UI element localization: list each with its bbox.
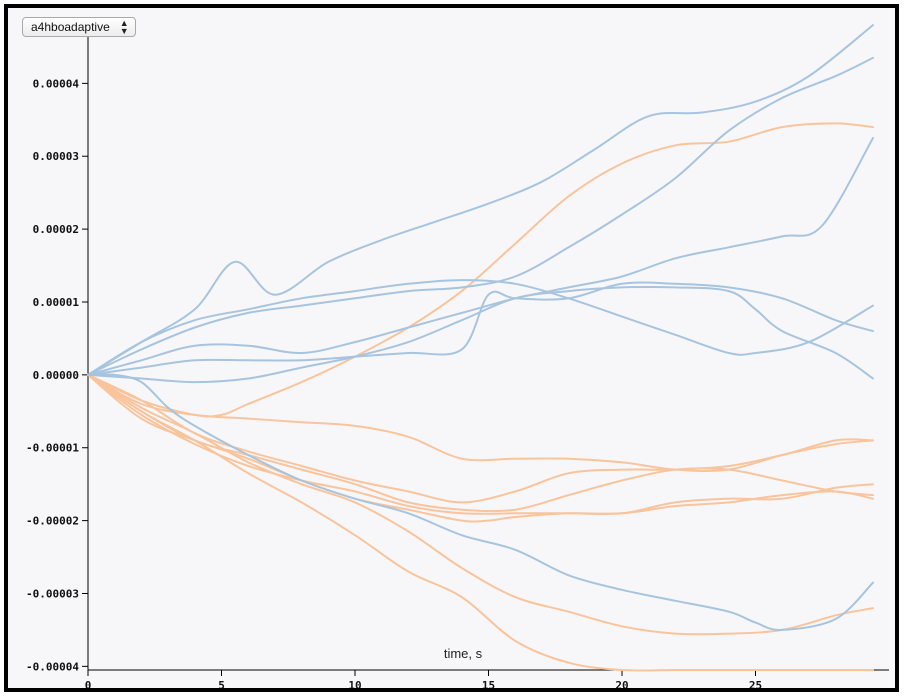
series-line-blue-4: [87, 279, 874, 376]
y-tick-label: -0.00001: [26, 442, 79, 455]
y-tick-label: 0.00001: [33, 296, 80, 309]
series-line-orange-8: [87, 122, 874, 418]
y-tick-label: -0.00003: [26, 587, 79, 600]
x-axis-label: time, s: [444, 646, 483, 661]
y-tick-label: -0.00002: [26, 515, 79, 528]
x-tick-label: 25: [749, 679, 762, 688]
y-tick-label: 0.00002: [33, 223, 79, 236]
y-tick-label: 0.00000: [33, 369, 79, 382]
series-line-blue-2: [87, 56, 874, 376]
x-tick-label: 0: [85, 679, 92, 688]
series-line-orange-14: [87, 373, 874, 636]
series-line-blue-1: [87, 24, 874, 376]
dataset-select-value: a4hboadaptive: [31, 20, 110, 34]
chart-frame: -0.00004 -0.00003 -0.00002 -0.00001 0.00000 0…: [4, 4, 899, 692]
y-tick-label: 0.00003: [33, 150, 79, 163]
series-line-orange-11: [87, 373, 874, 513]
axes: -0.00004 -0.00003 -0.00002 -0.00001 0.00000 0…: [26, 36, 889, 688]
y-tick-label: 0.00004: [33, 77, 80, 90]
series-line-orange-10: [87, 373, 874, 504]
x-tick-label: 5: [218, 679, 225, 688]
dataset-select[interactable]: a4hboadaptive ▲ ▼: [22, 17, 136, 37]
x-tick-label: 15: [482, 679, 495, 688]
series-line-orange-9: [87, 373, 874, 472]
x-tick-label: 10: [348, 679, 361, 688]
y-tick-label: -0.00004: [26, 660, 79, 673]
x-tick-label: 20: [615, 679, 628, 688]
series-line-orange-15: [87, 373, 874, 672]
series-line-blue-6: [87, 285, 874, 384]
updown-chevron-icon: ▲ ▼: [119, 18, 129, 36]
line-chart: -0.00004 -0.00003 -0.00002 -0.00001 0.00000 0…: [26, 24, 889, 688]
series-line-blue-7: [87, 373, 874, 631]
series-line-blue-5: [87, 281, 874, 376]
series-line-blue-3: [87, 137, 874, 376]
series-lines: [87, 24, 874, 672]
